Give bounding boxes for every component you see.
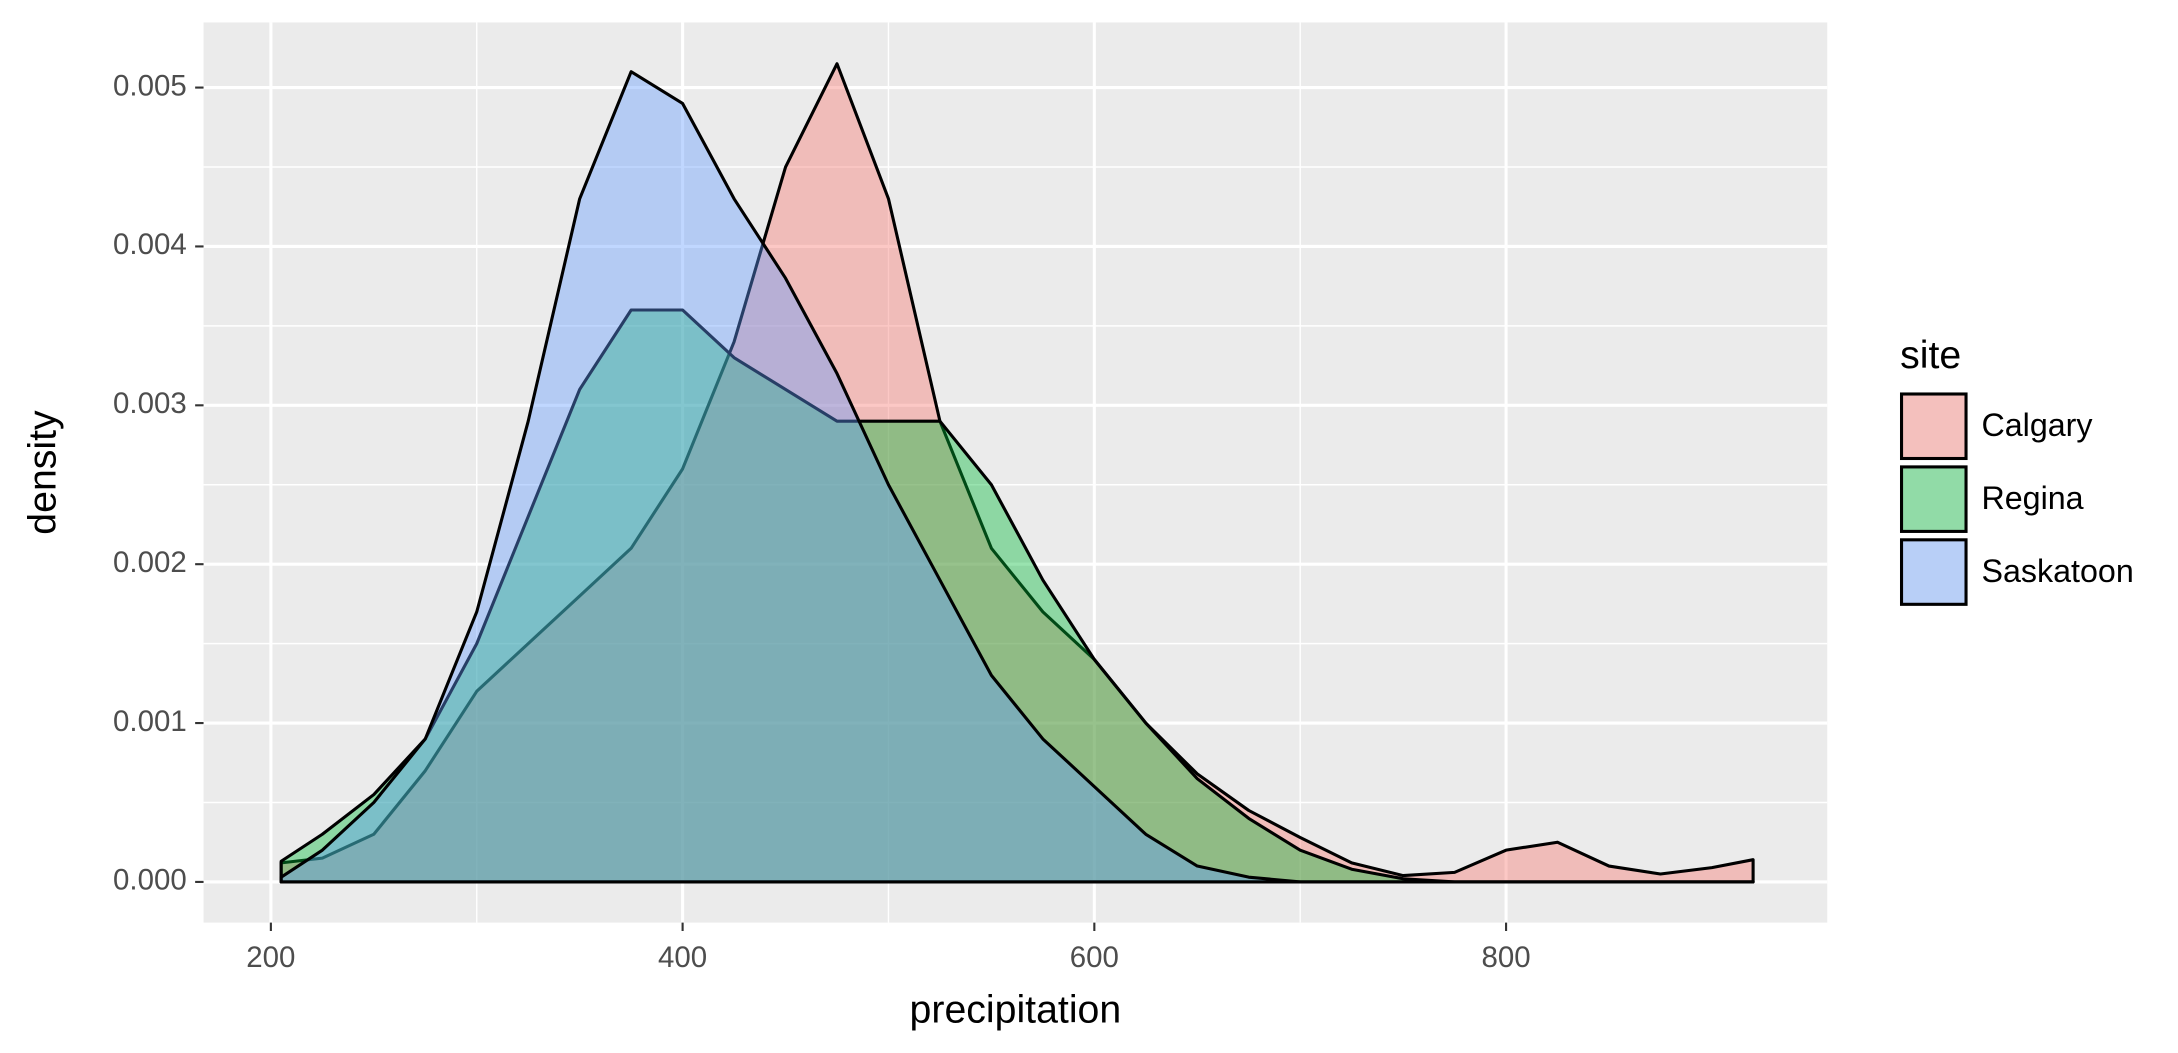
y-tick-label: 0.003 [113, 387, 187, 420]
legend-label: Regina [1981, 480, 2083, 516]
x-tick-label: 800 [1482, 941, 1531, 974]
legend-label: Calgary [1981, 407, 2093, 443]
y-tick-label: 0.004 [113, 228, 187, 261]
density-area [279, 62, 1755, 884]
x-tick-label: 200 [246, 941, 295, 974]
legend-title: site [1900, 333, 1961, 377]
x-axis-title: precipitation [910, 988, 1122, 1032]
y-tick-label: 0.002 [113, 546, 187, 579]
y-tick-label: 0.000 [113, 864, 187, 897]
grid: 200 400 600 800 0.000 0.001 0.002 0.003 0.004 0.0… [113, 22, 1828, 974]
legend-swatch [1900, 465, 1968, 533]
legend-swatch [1899, 538, 1968, 606]
legend: Calgary Regina Saskatoon [1899, 392, 2134, 606]
x-tick-label: 600 [1070, 941, 1119, 974]
legend-label: Saskatoon [1981, 553, 2133, 589]
y-tick-label: 0.005 [113, 69, 187, 102]
y-tick-label: 0.001 [113, 705, 187, 738]
legend-swatch [1899, 392, 1968, 461]
legend-swatch [1899, 465, 1968, 533]
panel [203, 22, 1828, 923]
x-tick-label: 400 [658, 941, 707, 974]
legend-swatch [1900, 392, 1968, 460]
density-area [279, 70, 1755, 884]
legend-swatch [1900, 538, 1968, 606]
marks [279, 62, 1755, 884]
y-axis-title: density [20, 410, 64, 535]
